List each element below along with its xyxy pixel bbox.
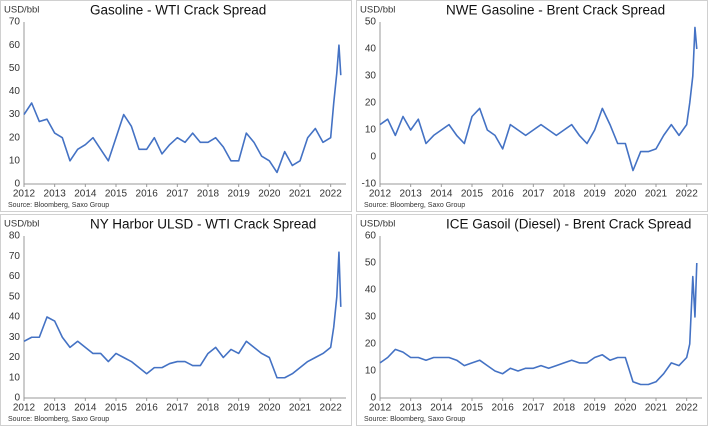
- x-tick-label: 2014: [430, 403, 453, 414]
- source-note: Source: Bloomberg, Saxo Group: [364, 416, 465, 423]
- x-tick-label: 2013: [400, 189, 423, 200]
- series-line: [23, 44, 342, 174]
- x-tick-label: 2013: [44, 403, 67, 414]
- x-tick-label: 2021: [645, 403, 668, 414]
- y-tick-label: 20: [365, 98, 377, 109]
- x-tick-label: 2018: [197, 189, 220, 200]
- x-tick-label: 2017: [522, 189, 545, 200]
- y-tick-label: 50: [9, 63, 21, 74]
- source-note: Source: Bloomberg, Saxo Group: [364, 202, 465, 209]
- y-tick-label: 30: [9, 109, 21, 120]
- x-tick-label: 2022: [676, 403, 699, 414]
- y-tick-label: 50: [365, 17, 377, 28]
- y-tick-label: 0: [14, 179, 20, 190]
- x-tick-label: 2020: [258, 189, 281, 200]
- x-tick-label: 2019: [228, 189, 251, 200]
- x-tick-label: 2021: [645, 189, 668, 200]
- x-tick-label: 2017: [166, 189, 189, 200]
- x-tick-label: 2015: [461, 189, 484, 200]
- y-tick-label: 0: [370, 152, 376, 163]
- y-tick-label: 40: [9, 312, 21, 323]
- x-tick-label: 2012: [369, 189, 392, 200]
- chart-title: NY Harbor ULSD - WTI Crack Spread: [90, 217, 316, 232]
- x-tick-label: 2016: [492, 403, 515, 414]
- y-axis-label: USD/bbl: [4, 5, 39, 16]
- y-tick-label: 40: [365, 44, 377, 55]
- x-tick-label: 2019: [584, 189, 607, 200]
- series-line: [379, 26, 698, 172]
- x-tick-label: 2017: [166, 403, 189, 414]
- series-line: [23, 251, 342, 379]
- panel-border: [356, 214, 708, 426]
- y-tick-label: 40: [365, 285, 377, 296]
- panel-border: [356, 0, 708, 212]
- source-note: Source: Bloomberg, Saxo Group: [8, 202, 109, 209]
- x-tick-label: 2015: [461, 403, 484, 414]
- x-tick-label: 2013: [400, 403, 423, 414]
- chart-title: NWE Gasoline - Brent Crack Spread: [446, 3, 665, 18]
- y-tick-label: 30: [365, 71, 377, 82]
- panel-border: [0, 0, 352, 212]
- y-tick-label: 70: [9, 251, 21, 262]
- y-tick-label: 70: [9, 17, 21, 28]
- y-tick-label: 10: [365, 125, 377, 136]
- chart-title: ICE Gasoil (Diesel) - Brent Crack Spread: [446, 217, 691, 232]
- x-tick-label: 2014: [74, 403, 97, 414]
- x-tick-label: 2019: [228, 403, 251, 414]
- x-tick-label: 2021: [289, 189, 312, 200]
- x-tick-label: 2012: [369, 403, 392, 414]
- x-tick-label: 2018: [553, 403, 576, 414]
- y-tick-label: 10: [365, 366, 377, 377]
- x-tick-label: 2018: [553, 189, 576, 200]
- y-tick-label: 20: [9, 352, 21, 363]
- y-tick-label: 30: [365, 312, 377, 323]
- chart-title: Gasoline - WTI Crack Spread: [90, 3, 266, 18]
- x-tick-label: 2015: [105, 403, 128, 414]
- y-tick-label: 10: [9, 155, 21, 166]
- y-tick-label: 50: [365, 258, 377, 269]
- series-line: [379, 262, 698, 386]
- x-tick-label: 2021: [289, 403, 312, 414]
- y-tick-label: 60: [9, 271, 21, 282]
- x-tick-label: 2020: [614, 189, 637, 200]
- y-axis-label: USD/bbl: [360, 5, 395, 16]
- x-tick-label: 2012: [13, 403, 36, 414]
- x-tick-label: 2013: [44, 189, 67, 200]
- source-note: Source: Bloomberg, Saxo Group: [8, 416, 109, 423]
- x-tick-label: 2017: [522, 403, 545, 414]
- x-tick-label: 2022: [320, 403, 343, 414]
- x-tick-label: 2014: [74, 189, 97, 200]
- x-tick-label: 2019: [584, 403, 607, 414]
- y-tick-label: 60: [365, 231, 377, 242]
- x-tick-label: 2016: [492, 189, 515, 200]
- y-tick-label: 40: [9, 86, 21, 97]
- y-tick-label: 20: [365, 339, 377, 350]
- x-tick-label: 2014: [430, 189, 453, 200]
- y-tick-label: 0: [370, 393, 376, 404]
- x-tick-label: 2016: [136, 189, 159, 200]
- x-tick-label: 2020: [258, 403, 281, 414]
- y-tick-label: -10: [362, 179, 377, 190]
- y-tick-label: 50: [9, 291, 21, 302]
- y-tick-label: 0: [14, 393, 20, 404]
- x-tick-label: 2012: [13, 189, 36, 200]
- panel-border: [0, 214, 352, 426]
- y-axis-label: USD/bbl: [360, 219, 395, 230]
- x-tick-label: 2020: [614, 403, 637, 414]
- x-tick-label: 2018: [197, 403, 220, 414]
- x-tick-label: 2022: [676, 189, 699, 200]
- y-tick-label: 20: [9, 132, 21, 143]
- x-tick-label: 2016: [136, 403, 159, 414]
- y-axis-label: USD/bbl: [4, 219, 39, 230]
- y-tick-label: 80: [9, 231, 21, 242]
- x-tick-label: 2022: [320, 189, 343, 200]
- y-tick-label: 60: [9, 40, 21, 51]
- x-tick-label: 2015: [105, 189, 128, 200]
- y-tick-label: 30: [9, 332, 21, 343]
- y-tick-label: 10: [9, 372, 21, 383]
